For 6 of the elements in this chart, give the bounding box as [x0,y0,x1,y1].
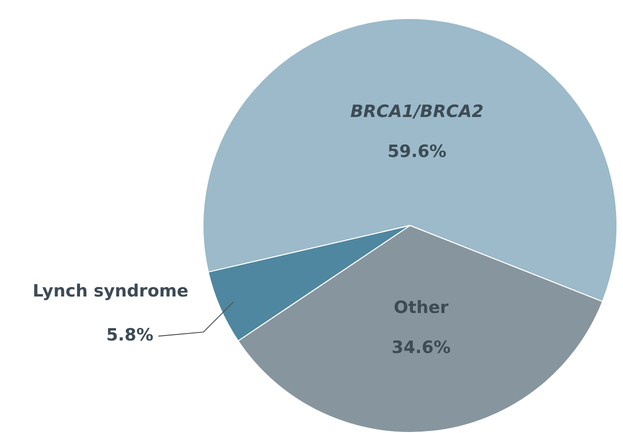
data-label: 34.6% [392,338,451,358]
data-label: 5.8% [106,326,154,346]
data-label: 59.6% [387,142,446,162]
slice-label: BRCA1/BRCA2 [350,102,484,122]
slice-label: Other [394,298,450,318]
slice-label: Lynch syndrome [32,282,188,302]
